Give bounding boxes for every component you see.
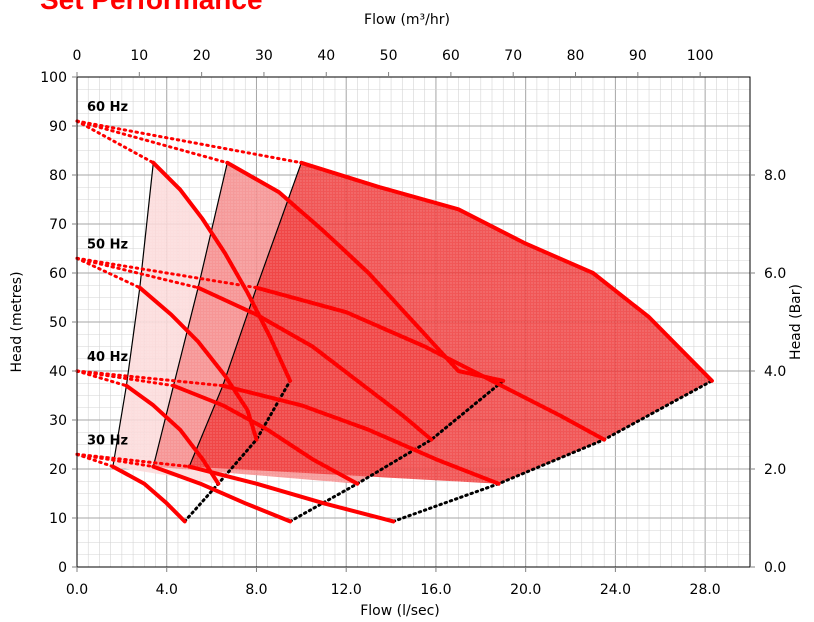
- x-bottom-tick-label: 28.0: [690, 582, 721, 598]
- min-flow-line-3: [188, 162, 302, 467]
- y-right-axis-label: Head (Bar): [788, 284, 804, 360]
- y-left-tick-label: 20: [49, 462, 67, 478]
- y-left-tick-label: 90: [49, 119, 67, 135]
- x-top-tick-label: 70: [504, 48, 522, 64]
- pump-curve-3-4: [187, 464, 396, 524]
- min-flow-line-1: [112, 162, 154, 467]
- pump-curve-2-3: [171, 383, 360, 486]
- frequency-label: 50 Hz: [87, 237, 128, 252]
- x-bottom-tick-label: 16.0: [420, 582, 451, 598]
- system-curve-7: [75, 369, 128, 388]
- system-curves: [75, 119, 303, 469]
- frequency-labels: 60 Hz 50 Hz 40 Hz 30 Hz: [87, 100, 128, 448]
- system-curve-2: [75, 119, 229, 165]
- pump-curve-3-1: [299, 160, 714, 383]
- y-right-tick-label: 8.0: [764, 168, 786, 184]
- system-curve-1: [75, 119, 155, 165]
- x-bottom-tick-label: 20.0: [510, 582, 541, 598]
- x-top-tick-label: 90: [629, 48, 647, 64]
- x-top-tick-label: 80: [567, 48, 585, 64]
- x-top-tick-label: 100: [687, 48, 714, 64]
- y-left-tick-label: 100: [40, 70, 67, 86]
- y-left-axis-label: Head (metres): [9, 271, 25, 372]
- system-curve-3: [75, 119, 303, 165]
- pump-curve-3-3: [220, 383, 501, 486]
- y-left-tick-label: 50: [49, 315, 67, 331]
- x-top-tick-label: 20: [193, 48, 211, 64]
- system-curve-8: [75, 369, 175, 388]
- pump-curves: [110, 160, 714, 524]
- x-bottom-tick-label: 12.0: [331, 582, 362, 598]
- x-top-tick-label: 50: [380, 48, 398, 64]
- x-bottom-tick-label: 4.0: [156, 582, 178, 598]
- y-left-tick-label: 60: [49, 266, 67, 282]
- y-right-tick-label: 6.0: [764, 266, 786, 282]
- y-left-tick-label: 10: [49, 511, 67, 527]
- system-curve-12: [75, 452, 191, 469]
- x-top-axis-label: Flow (m³/hr): [364, 12, 450, 28]
- pump-curve-1-3: [124, 383, 221, 486]
- pump-curve-2-2: [196, 285, 434, 442]
- axes: 0.0 4.0 8.0 12.0 16.0 20.0 24.0 28.0 0 10 20 30 40 50…: [40, 48, 786, 598]
- x-bottom-tick-label: 0.0: [66, 582, 88, 598]
- y-left-tick-label: 0: [58, 560, 67, 576]
- max-flow-line-3: [391, 379, 714, 523]
- min-flow-line-2: [152, 162, 228, 467]
- pump-curve-1-1: [151, 160, 293, 383]
- y-right-tick-label: 2.0: [764, 462, 786, 478]
- x-bottom-axis-label: Flow (l/sec): [360, 603, 440, 619]
- system-curve-5: [75, 256, 200, 290]
- frequency-label: 60 Hz: [87, 100, 128, 115]
- pump-curve-2-1: [225, 160, 506, 383]
- x-top-tick-label: 60: [442, 48, 460, 64]
- pump-curve-1-4: [110, 464, 187, 524]
- system-curve-9: [75, 369, 225, 388]
- x-top-tick-label: 0: [73, 48, 82, 64]
- y-left-tick-label: 40: [49, 364, 67, 380]
- frequency-label: 40 Hz: [87, 350, 128, 365]
- chart-title: Set Performance: [40, 0, 263, 16]
- x-top-tick-label: 30: [255, 48, 273, 64]
- y-left-tick-label: 70: [49, 217, 67, 233]
- x-bottom-tick-label: 24.0: [600, 582, 631, 598]
- max-flow-line-1: [183, 379, 292, 523]
- x-top-tick-label: 10: [130, 48, 148, 64]
- operating-area-texture-3: [189, 162, 712, 484]
- y-left-tick-label: 30: [49, 413, 67, 429]
- y-left-tick-label: 80: [49, 168, 67, 184]
- y-right-tick-label: 0.0: [764, 560, 786, 576]
- y-right-tick-label: 4.0: [764, 364, 786, 380]
- pump-curve-1-2: [137, 285, 259, 442]
- system-curve-4: [75, 256, 142, 290]
- pump-curve-3-2: [254, 285, 607, 442]
- frequency-label: 30 Hz: [87, 433, 128, 448]
- pump-curve-2-4: [151, 464, 293, 524]
- x-top-tick-label: 40: [317, 48, 335, 64]
- x-bottom-tick-label: 8.0: [245, 582, 267, 598]
- system-curve-6: [75, 256, 258, 290]
